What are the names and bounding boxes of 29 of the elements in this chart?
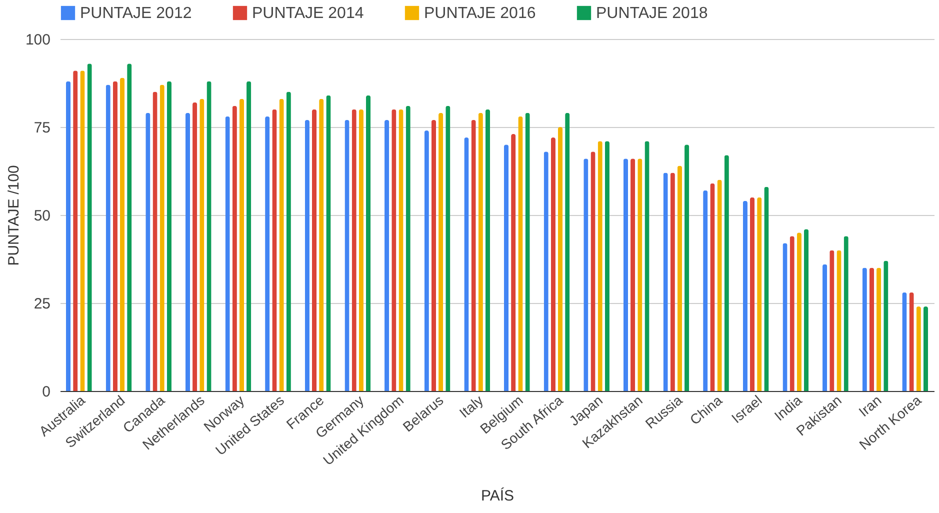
legend-label: PUNTAJE 2012 — [80, 5, 192, 22]
y-axis-title: PUNTAJE /100 — [5, 165, 22, 266]
x-tick-label: Iran — [856, 392, 884, 420]
y-tick-label: 25 — [34, 296, 50, 312]
legend-label: PUNTAJE 2016 — [424, 5, 536, 22]
bar — [558, 127, 563, 391]
y-tick-label: 100 — [25, 32, 50, 48]
bar — [312, 109, 317, 391]
bar — [66, 81, 71, 391]
bar — [431, 120, 436, 391]
bar — [750, 197, 755, 391]
bar — [366, 95, 371, 391]
bar — [239, 98, 244, 391]
bar — [185, 112, 190, 391]
bar — [923, 306, 928, 391]
x-axis-title: PAÍS — [480, 486, 514, 504]
bar — [485, 109, 490, 391]
y-tick-label: 75 — [34, 120, 50, 136]
legend-label: PUNTAJE 2018 — [596, 5, 708, 22]
bar — [869, 268, 874, 391]
y-tick-label: 0 — [42, 384, 50, 400]
y-tick-label: 50 — [34, 208, 50, 224]
x-tick-label: Italy — [456, 392, 486, 421]
bar — [623, 158, 628, 391]
bar — [120, 78, 125, 391]
bar — [504, 144, 509, 391]
bar — [804, 229, 809, 391]
legend-label: PUNTAJE 2014 — [252, 5, 364, 22]
bar — [677, 166, 682, 391]
